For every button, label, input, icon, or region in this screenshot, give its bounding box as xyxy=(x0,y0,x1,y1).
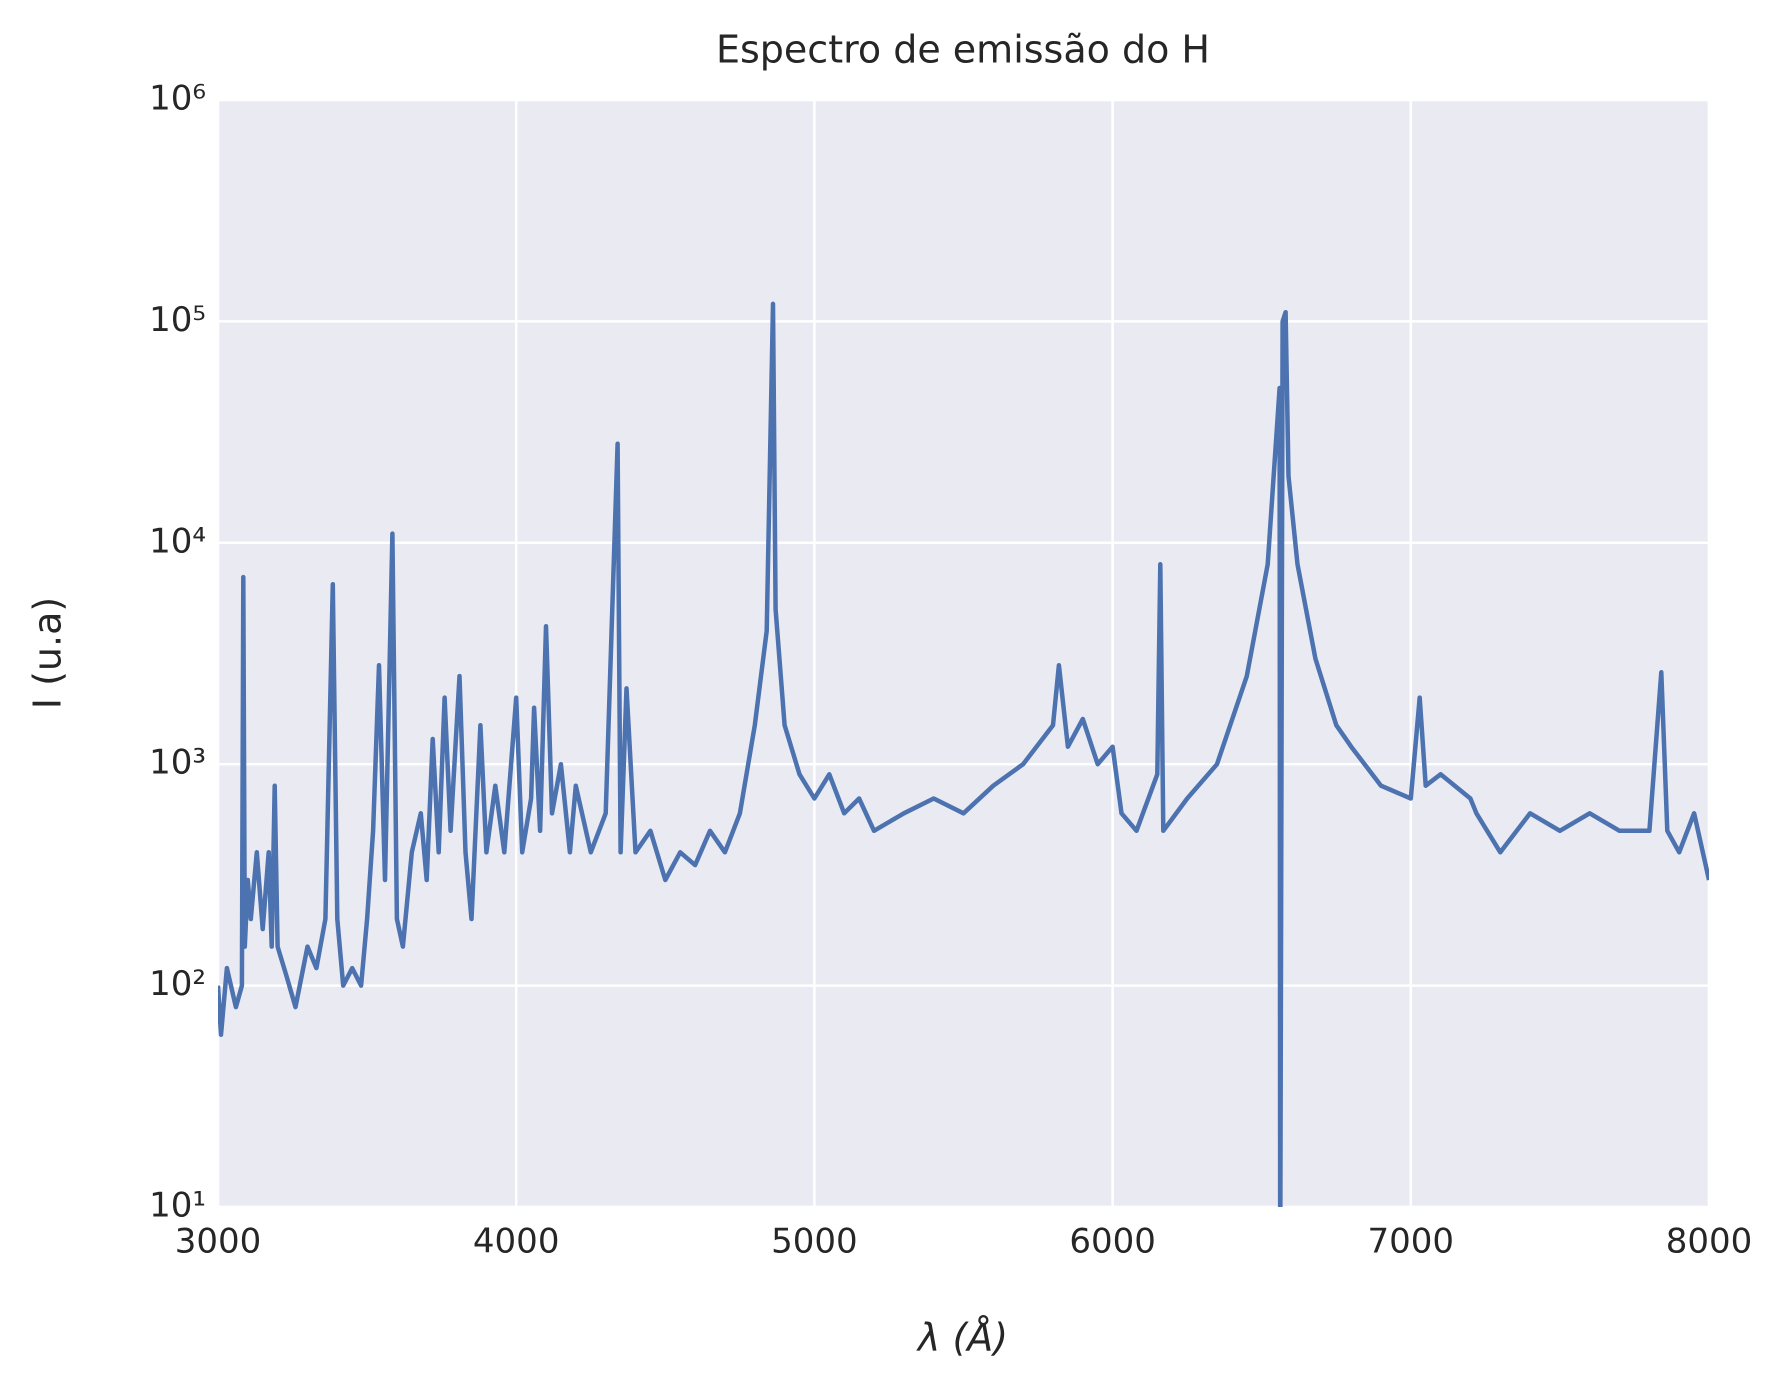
spectrum-line xyxy=(218,301,1709,1207)
y-tick-label: 10⁴ xyxy=(149,521,206,561)
x-axis-label: λ (Å) xyxy=(916,1316,1008,1360)
chart-title: Espectro de emissão do H xyxy=(716,28,1210,72)
x-tick-label: 4000 xyxy=(473,1222,560,1262)
y-tick-label: 10⁵ xyxy=(149,300,206,340)
y-tick-label: 10³ xyxy=(149,743,206,783)
x-tick-label: 6000 xyxy=(1069,1222,1156,1262)
y-tick-label: 10⁶ xyxy=(149,79,206,119)
x-tick-label: 8000 xyxy=(1666,1222,1753,1262)
x-tick-label: 7000 xyxy=(1368,1222,1455,1262)
y-axis-label: I (u.a) xyxy=(26,597,70,709)
x-tick-label: 3000 xyxy=(175,1222,262,1262)
y-tick-label: 10¹ xyxy=(149,1186,206,1226)
y-tick-label: 10² xyxy=(149,964,206,1004)
x-tick-label: 5000 xyxy=(771,1222,858,1262)
plot-area xyxy=(218,100,1709,1207)
